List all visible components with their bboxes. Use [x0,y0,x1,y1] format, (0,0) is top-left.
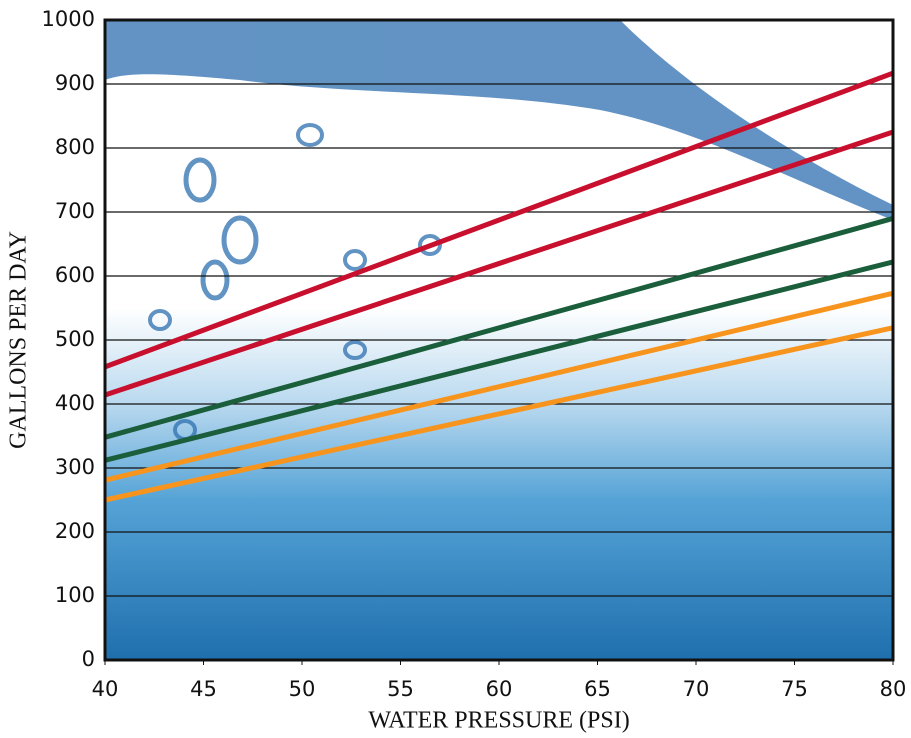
x-tick-label: 60 [486,677,513,701]
x-tick-label: 75 [781,677,808,701]
x-tick-label: 80 [880,677,907,701]
series-line [104,325,894,503]
y-axis-title: GALLONS PER DAY [6,231,32,449]
x-tick-label: 55 [387,677,414,701]
x-tick-label: 70 [683,677,710,701]
series-line [104,129,894,398]
y-tick-label: 800 [55,135,95,159]
y-tick-label: 100 [55,583,95,607]
y-tick-label: 400 [55,391,95,415]
splash [105,20,893,441]
y-tick-label: 600 [55,263,95,287]
y-tick-label: 0 [82,647,95,671]
y-tick-label: 300 [55,455,95,479]
x-tick-label: 50 [289,677,316,701]
x-tick-label: 65 [584,677,611,701]
y-tick-label: 1000 [42,7,95,31]
y-tick-label: 900 [55,71,95,95]
series-line [104,215,894,440]
x-axis-title: WATER PRESSURE (PSI) [368,708,629,734]
y-tick-label: 200 [55,519,95,543]
series-line [104,290,894,483]
y-tick-label: 500 [55,327,95,351]
series-line [104,259,894,463]
x-tick-label: 45 [190,677,217,701]
series-line [104,70,894,370]
x-tick-label: 40 [92,677,119,701]
lines [104,70,894,503]
y-tick-label: 700 [55,199,95,223]
